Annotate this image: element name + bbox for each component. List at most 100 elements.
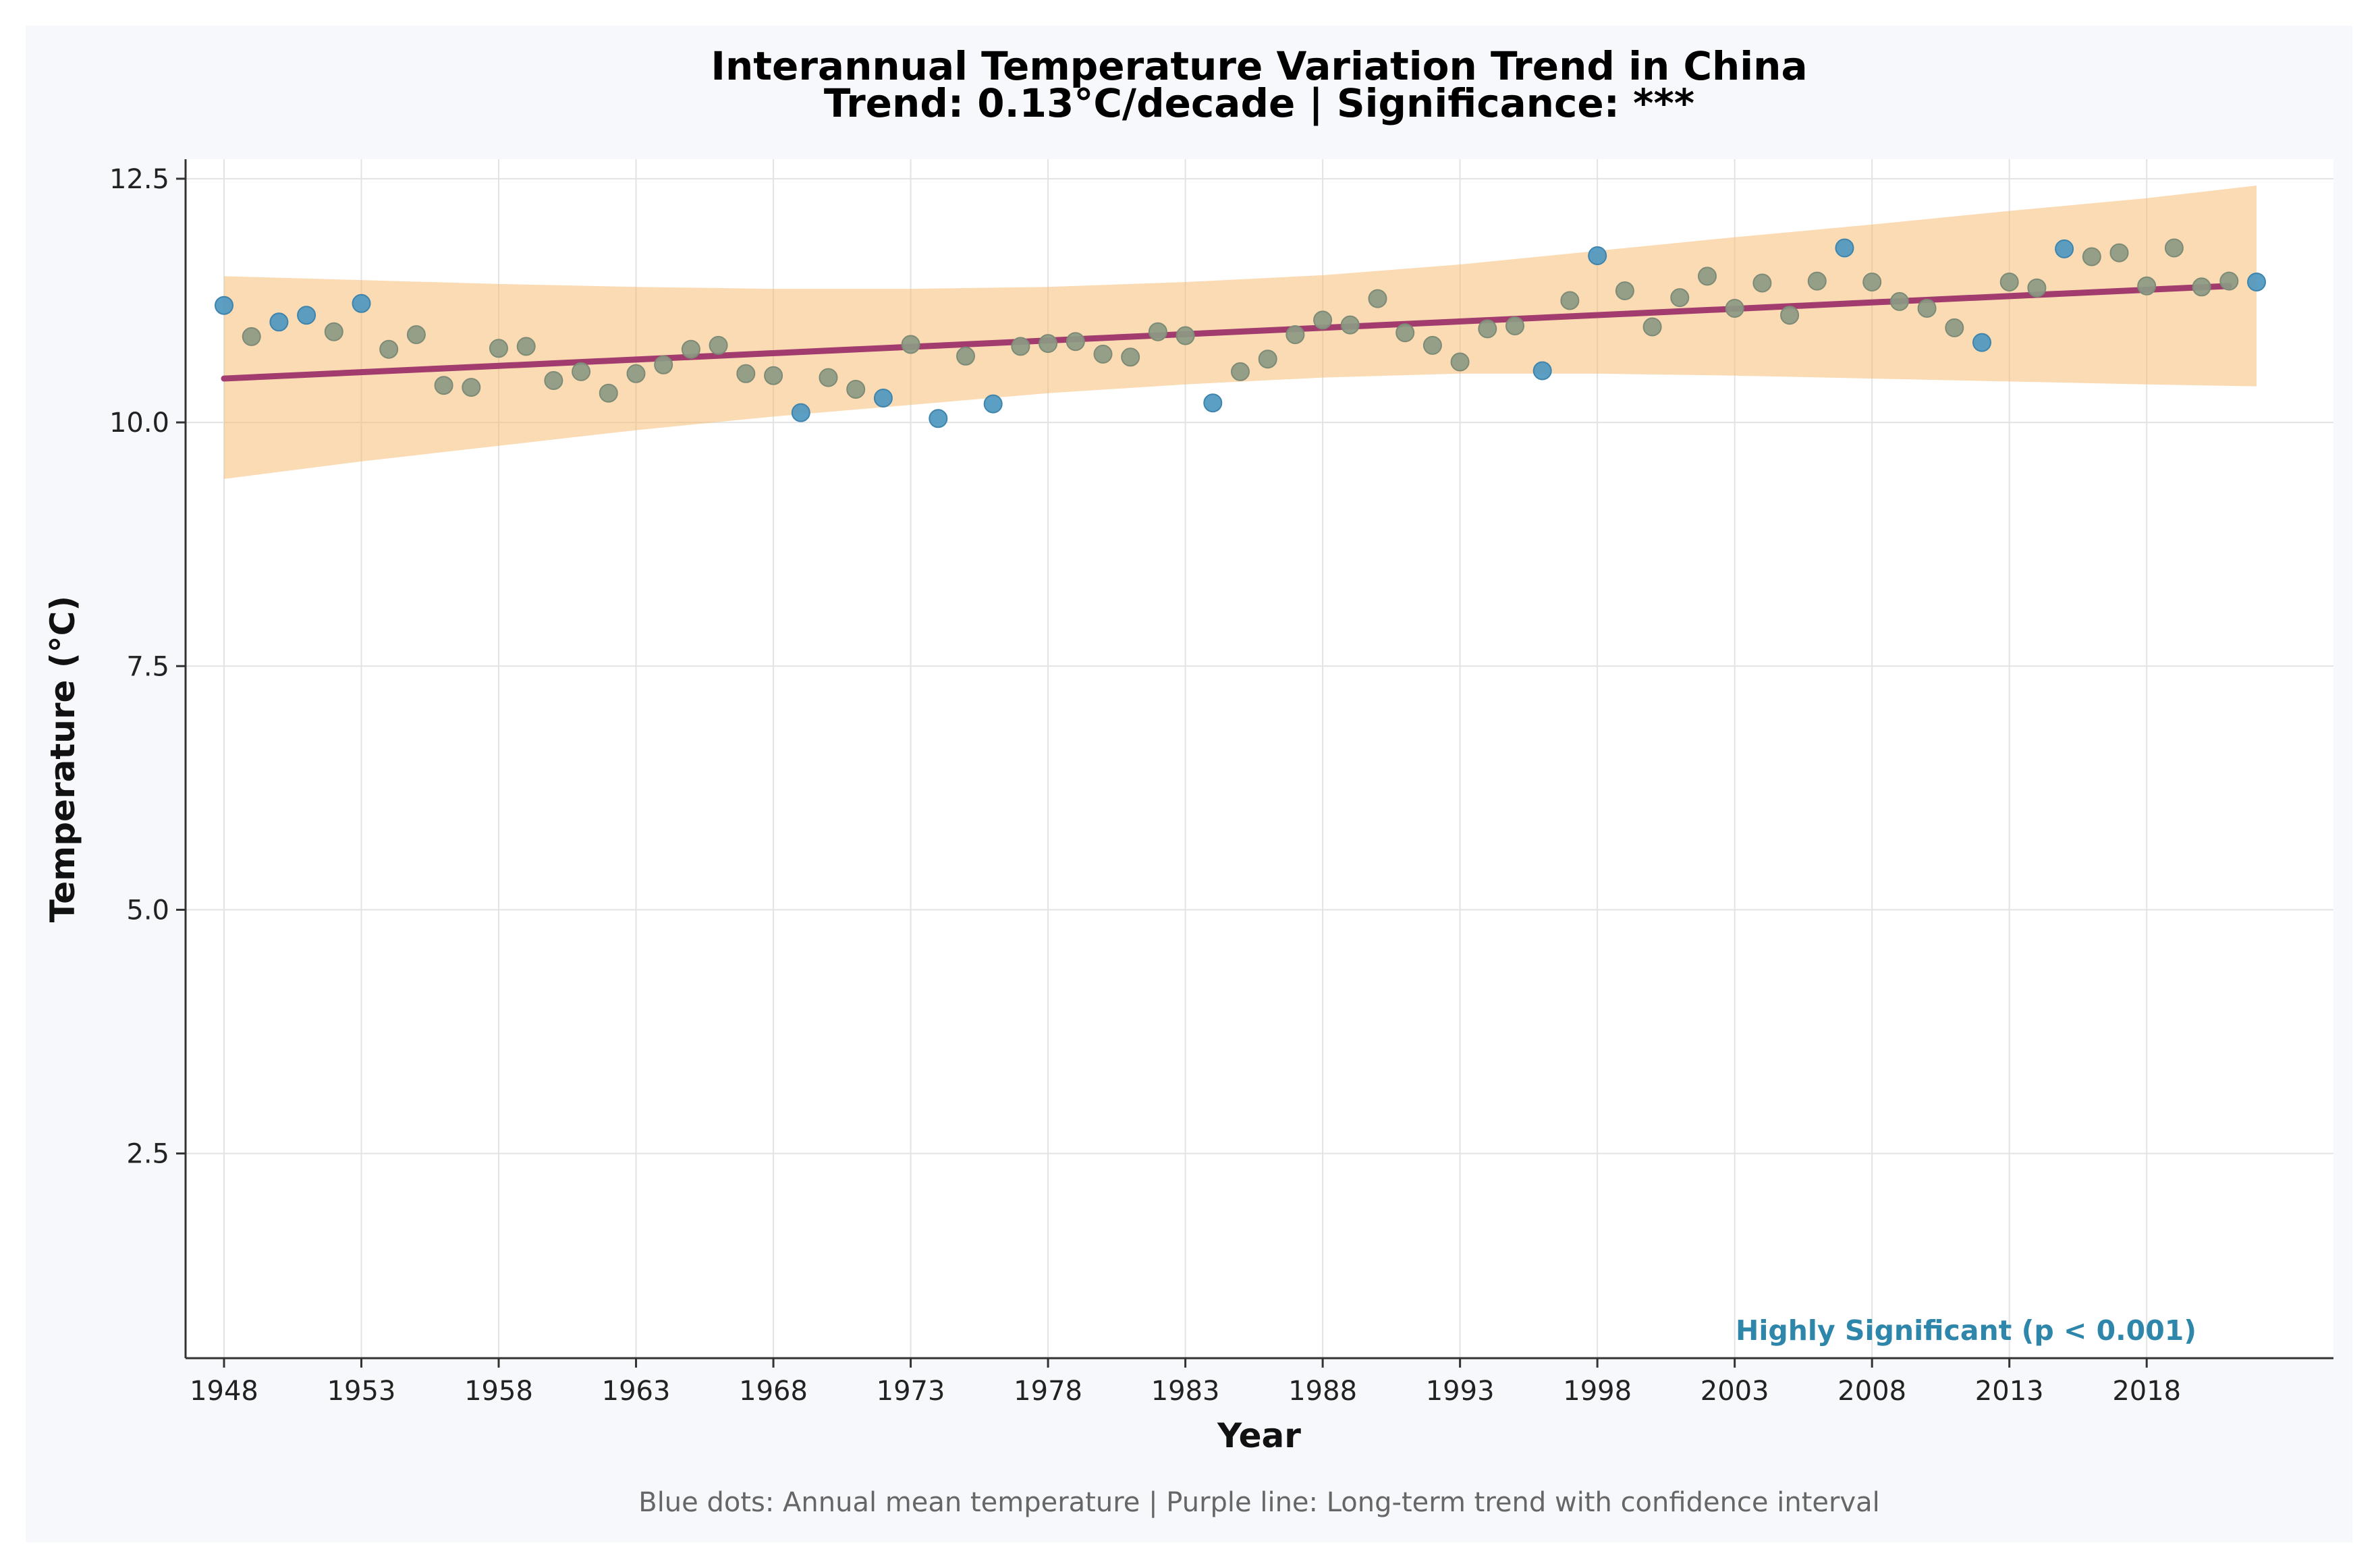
data-point <box>599 383 618 403</box>
data-point <box>215 296 233 315</box>
chart-title: Interannual Temperature Variation Trend … <box>711 43 1807 89</box>
x-tick-label: 1988 <box>1288 1376 1357 1407</box>
y-tick-label: 2.5 <box>126 1139 169 1170</box>
data-point <box>1835 238 1854 258</box>
x-tick-label: 1968 <box>739 1376 808 1407</box>
data-point <box>819 368 838 387</box>
x-tick-label: 2003 <box>1700 1376 1769 1407</box>
data-point <box>1478 319 1497 339</box>
data-point <box>1093 344 1113 364</box>
chart-subtitle: Trend: 0.13°C/decade | Significance: *** <box>824 80 1694 126</box>
y-tick-label: 10.0 <box>109 408 169 439</box>
data-point <box>626 364 646 383</box>
y-axis-ticks: 2.5 5.0 7.5 10.0 12.5 <box>109 164 186 1170</box>
data-point <box>1752 273 1772 293</box>
data-point <box>2109 243 2129 262</box>
data-point <box>242 327 261 346</box>
data-point <box>1725 299 1744 318</box>
x-tick-label: 1953 <box>327 1376 396 1407</box>
data-point <box>324 322 343 341</box>
data-point <box>1039 334 1058 354</box>
data-point <box>1231 362 1250 381</box>
data-point <box>1368 289 1387 308</box>
x-tick-label: 2013 <box>1975 1376 2044 1407</box>
x-tick-label: 1998 <box>1563 1376 1632 1407</box>
x-tick-label: 1963 <box>602 1376 671 1407</box>
data-point <box>901 335 920 354</box>
data-point <box>1011 337 1030 356</box>
data-point <box>983 394 1003 414</box>
data-point <box>681 339 700 359</box>
data-point <box>1313 310 1333 330</box>
data-point <box>1258 349 1277 369</box>
data-point <box>1532 361 1552 381</box>
data-point <box>736 364 756 383</box>
data-point <box>1285 325 1305 344</box>
data-point <box>1066 332 1085 352</box>
data-point <box>1176 326 1195 345</box>
x-tick-label: 1983 <box>1151 1376 1220 1407</box>
data-point <box>1422 335 1442 355</box>
data-point <box>1945 318 1964 337</box>
significance-annotation: Highly Significant (p < 0.001) <box>1736 1314 2196 1347</box>
data-point <box>654 355 673 374</box>
data-point <box>1698 267 1717 286</box>
data-point <box>1148 322 1167 341</box>
data-point <box>1889 291 1909 311</box>
data-point <box>1807 271 1827 291</box>
data-point <box>1917 299 1937 318</box>
data-point <box>1450 352 1470 372</box>
data-point <box>434 376 453 395</box>
x-tick-label: 2018 <box>2112 1376 2181 1407</box>
x-tick-label: 1948 <box>190 1376 258 1407</box>
data-point <box>1395 323 1415 343</box>
data-point <box>297 306 316 325</box>
data-point <box>2055 239 2074 258</box>
data-point <box>352 293 371 313</box>
data-point <box>1121 347 1140 367</box>
data-point <box>846 380 866 399</box>
x-tick-label: 2008 <box>1837 1376 1906 1407</box>
data-point <box>572 362 591 381</box>
data-point <box>544 371 563 390</box>
data-point <box>791 403 810 422</box>
x-tick-label: 1978 <box>1014 1376 1082 1407</box>
y-tick-label: 7.5 <box>126 651 169 682</box>
data-point <box>1780 306 1800 325</box>
data-point <box>2219 271 2239 291</box>
data-point <box>1203 393 1223 413</box>
x-axis-ticks: 1948 1953 1958 1963 1968 1973 1978 1983 1988 1993… <box>190 1358 2181 1407</box>
data-point <box>269 312 289 332</box>
data-point <box>406 325 426 344</box>
data-point <box>929 409 948 428</box>
y-tick-label: 5.0 <box>126 895 169 926</box>
data-point <box>709 335 728 355</box>
data-point <box>1862 273 1882 291</box>
data-point <box>764 366 783 385</box>
x-tick-label: 1973 <box>877 1376 945 1407</box>
y-axis-label: Temperature (°C) <box>43 596 82 922</box>
data-point <box>1340 315 1360 335</box>
data-point <box>1505 316 1524 335</box>
data-point <box>1642 317 1662 337</box>
figure-caption: Blue dots: Annual mean temperature | Pur… <box>638 1487 1880 1518</box>
data-point <box>1670 288 1690 308</box>
data-point <box>1999 273 2019 291</box>
data-point <box>873 389 893 408</box>
data-point <box>2027 278 2047 298</box>
data-point <box>2164 238 2184 258</box>
data-point <box>2192 277 2211 297</box>
x-tick-label: 1993 <box>1426 1376 1495 1407</box>
data-point <box>2247 273 2266 291</box>
data-point <box>516 337 536 356</box>
data-point <box>462 378 481 397</box>
data-point <box>2137 276 2157 296</box>
data-point <box>956 346 975 366</box>
data-point <box>1615 281 1634 300</box>
data-point <box>1560 291 1580 310</box>
data-point <box>1588 246 1607 265</box>
x-tick-label: 1958 <box>464 1376 533 1407</box>
x-axis-label: Year <box>1217 1416 1301 1455</box>
data-point <box>379 339 399 359</box>
